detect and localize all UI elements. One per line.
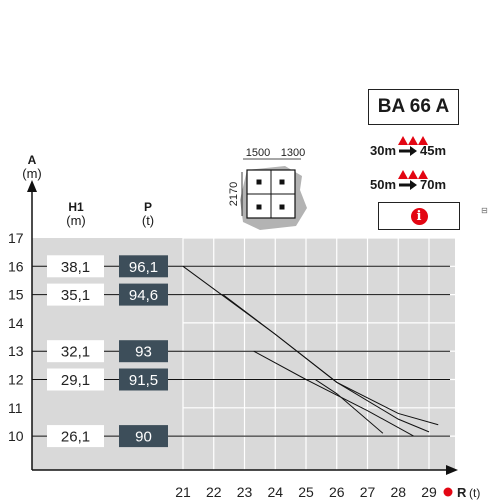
y-axis-arrow (27, 180, 37, 192)
h1-column-title: H1 (m) (58, 200, 94, 228)
y-tick-label: 12 (8, 372, 24, 388)
p-value-box (119, 255, 168, 278)
h1-label: H1 (68, 200, 84, 214)
y-tick-label: 14 (8, 315, 24, 331)
p-value: 90 (135, 429, 152, 446)
p-value: 93 (135, 344, 152, 361)
x-tick-label: 28 (390, 484, 406, 500)
x-axis-arrow (446, 465, 458, 475)
y-tick-label: 15 (8, 287, 24, 303)
a-axis-label: A (27, 153, 37, 167)
p-value: 94,6 (129, 287, 158, 304)
load-curve-2 (222, 294, 430, 433)
r-axis-dot (443, 487, 453, 497)
x-tick-label: 29 (421, 484, 437, 500)
y-tick-label: 16 (8, 258, 24, 274)
p-value: 96,1 (129, 259, 158, 276)
h1-value: 26,1 (61, 429, 90, 446)
outrigger-pad (279, 204, 285, 210)
p-value-box (119, 425, 168, 448)
h1-value: 29,1 (61, 372, 90, 389)
dimension-depth: 2170 (228, 182, 240, 206)
y-tick-label: 11 (8, 400, 23, 416)
p-value-box (119, 340, 168, 363)
h1-unit: (m) (66, 213, 86, 228)
model-label: BA 66 A (368, 89, 459, 125)
arrow-right-icon (399, 179, 418, 190)
a-axis-title: A (m) (20, 153, 44, 181)
h1-value: 32,1 (61, 344, 90, 361)
h1-value-box (47, 283, 104, 306)
outrigger-pad (279, 179, 285, 185)
p-unit: (t) (141, 213, 155, 228)
wind-warning-icon (398, 136, 428, 145)
info-icon[interactable]: i (410, 207, 428, 225)
x-tick-label: 25 (298, 484, 314, 500)
dimension-width-b: 1300 (281, 147, 305, 159)
a-axis-unit: (m) (22, 166, 42, 181)
x-tick-label: 23 (237, 484, 253, 500)
h1-value-box (47, 340, 104, 363)
wind-range-1-to: 45m (420, 143, 447, 158)
wind-warning-icon (398, 170, 428, 179)
wind-range-2-to: 70m (420, 177, 447, 192)
p-column-title: P (t) (130, 200, 166, 228)
wind-range-1: 30m 45m (370, 143, 446, 158)
p-value: 91,5 (129, 372, 158, 389)
x-tick-label: 21 (175, 484, 191, 500)
h1-value-box (47, 425, 104, 448)
y-tick-label: 10 (8, 428, 24, 444)
p-value-box (119, 283, 168, 306)
outrigger-pad (256, 204, 262, 210)
load-curve-3 (253, 350, 414, 437)
y-tick-label: 17 (8, 230, 24, 246)
p-value-box (119, 368, 168, 391)
wind-range-2: 50m 70m (370, 177, 446, 192)
side-mark: ⊟ (481, 206, 488, 215)
wind-range-2-from: 50m (370, 177, 397, 192)
info-box[interactable]: i (378, 202, 460, 230)
arrow-right-icon (399, 145, 418, 156)
x-tick-label: 24 (267, 484, 283, 500)
dimension-width-a: 1500 (246, 147, 270, 159)
y-tick-label: 13 (8, 343, 24, 359)
p-label: P (143, 200, 152, 214)
wind-range-1-from: 30m (370, 143, 397, 158)
x-tick-label: 22 (206, 484, 222, 500)
h1-value-box (47, 368, 104, 391)
x-tick-label: 26 (329, 484, 345, 500)
h1-value-box (47, 255, 104, 278)
load-curve-4 (314, 379, 384, 434)
x-tick-label: 27 (360, 484, 376, 500)
r-axis-label: R (457, 485, 467, 500)
outrigger-pad (256, 179, 262, 185)
h1-value: 38,1 (61, 259, 90, 276)
h1-value: 35,1 (61, 287, 90, 304)
r-axis-unit: (t) (469, 486, 480, 500)
outrigger-diagram: 1500 1300 2170 (228, 147, 307, 230)
